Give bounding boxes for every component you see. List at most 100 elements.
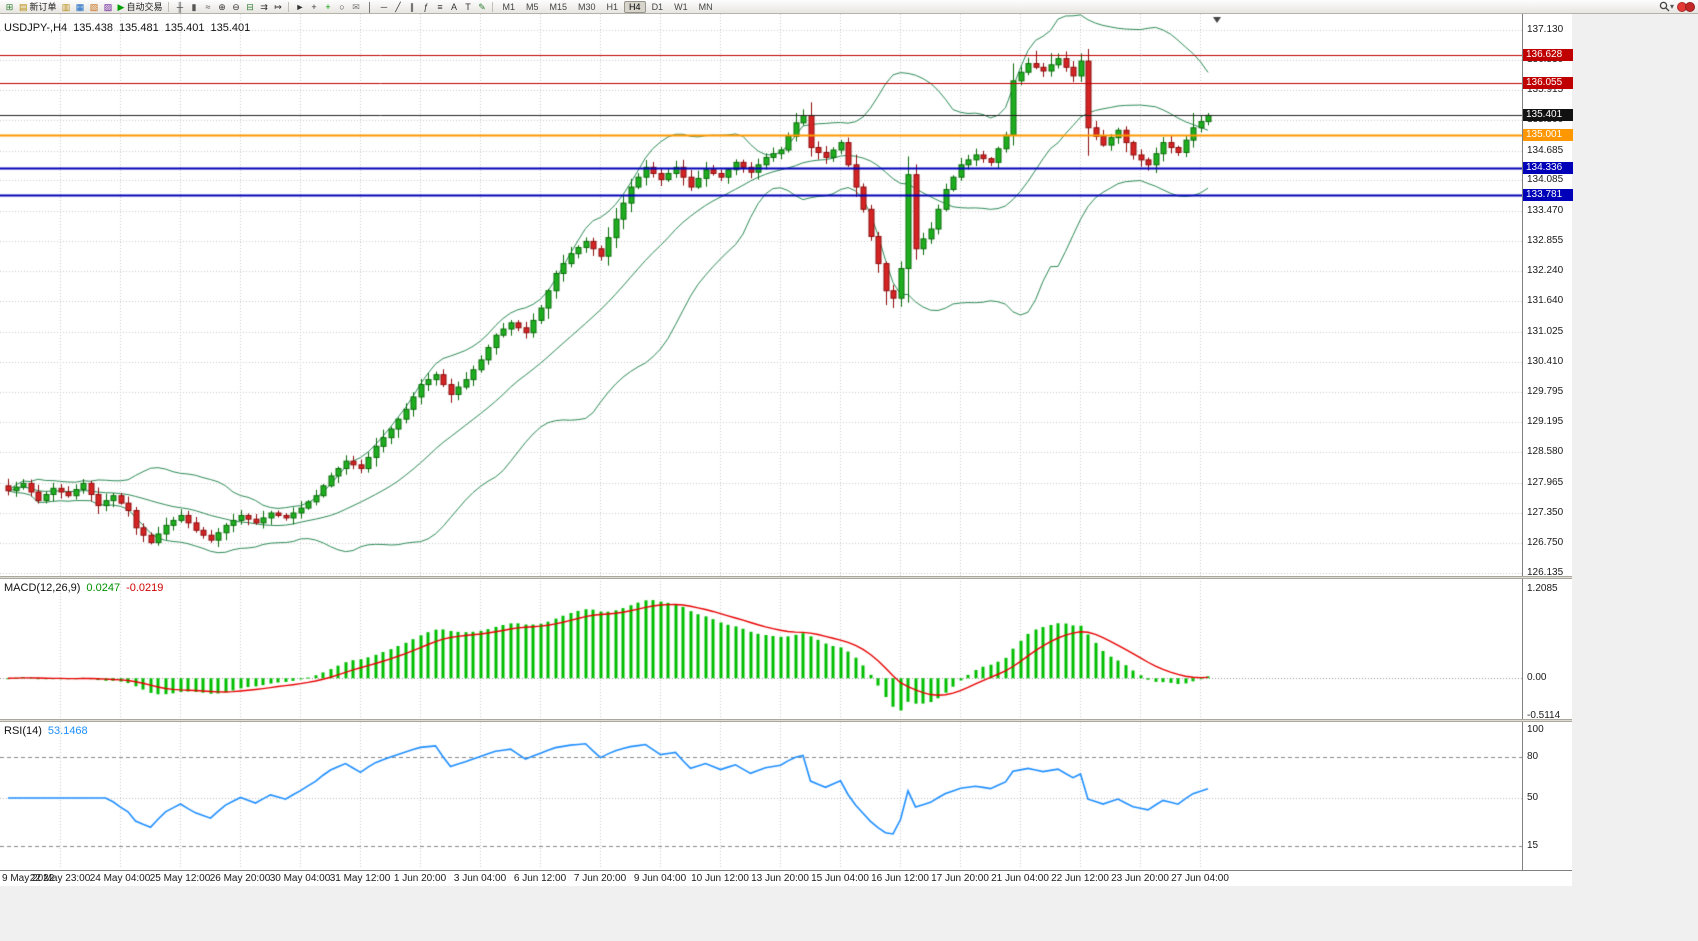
tile-windows-icon[interactable]: ⊟ xyxy=(243,1,256,13)
time-label: 15 Jun 04:00 xyxy=(811,873,869,884)
bar-chart-icon[interactable]: ╫ xyxy=(173,1,186,13)
cursor-icon[interactable]: ► xyxy=(293,1,306,13)
rsi-scale-label: 80 xyxy=(1527,751,1539,763)
panel-splitter-macd[interactable] xyxy=(0,576,1572,579)
new-order-button[interactable]: ▤ 新订单 xyxy=(17,1,59,13)
timeframe-m30[interactable]: M30 xyxy=(578,1,596,12)
timeframe-m15[interactable]: M15 xyxy=(549,1,568,12)
price-tag: 134.336 xyxy=(1523,161,1573,174)
time-axis[interactable]: 9 May 2022 22 May 23:00 24 May 04:00 25 May… xyxy=(0,870,1572,886)
time-label: 26 May 20:00 xyxy=(209,873,271,884)
cursor-icon: ► xyxy=(295,1,305,12)
time-label: 22 Jun 12:00 xyxy=(1051,873,1109,884)
price-tag: 135.401 xyxy=(1523,109,1573,122)
zoom-in-icon[interactable]: ⊕ xyxy=(215,1,228,13)
text-icon[interactable]: A xyxy=(447,1,460,13)
clock-icon[interactable]: ○ xyxy=(335,1,348,13)
price-label: 133.470 xyxy=(1527,204,1564,216)
price-label: 137.130 xyxy=(1527,24,1564,35)
vertical-line-icon: │ xyxy=(367,1,373,12)
navigator-icon: ▧ xyxy=(89,1,99,12)
autotrading-button[interactable]: ▶ 自动交易 xyxy=(116,1,165,13)
navigator-icon[interactable]: ▧ xyxy=(88,1,101,13)
label-icon[interactable]: T xyxy=(461,1,474,13)
chart-shift-icon: ↦ xyxy=(274,1,282,12)
price-chart-canvas[interactable] xyxy=(0,14,1522,870)
time-label: 10 Jun 12:00 xyxy=(691,873,749,884)
channel-icon[interactable]: ∥ xyxy=(405,1,418,13)
market-watch-icon[interactable]: ▥ xyxy=(60,1,73,13)
new-indicator-icon[interactable]: + xyxy=(321,1,334,13)
crosshair-icon[interactable]: + xyxy=(307,1,320,13)
price-label: 126.750 xyxy=(1527,536,1564,548)
toolbar-separator xyxy=(492,1,494,12)
alerts-icon[interactable] xyxy=(1685,1,1695,12)
channel-icon: ∥ xyxy=(409,1,415,12)
price-axis[interactable]: 137.130136.530135.915135.300134.685134.0… xyxy=(1522,14,1573,870)
vertical-line-icon[interactable]: │ xyxy=(363,1,376,13)
timeframe-h4[interactable]: H4 xyxy=(624,0,646,13)
zoom-out-icon[interactable]: ⊖ xyxy=(229,1,242,13)
tile-windows-icon: ⊟ xyxy=(246,1,254,12)
price-tag: 133.781 xyxy=(1523,189,1573,202)
label-icon: T xyxy=(465,1,471,12)
mail-icon[interactable]: ✉ xyxy=(349,1,362,13)
time-label: 27 Jun 04:00 xyxy=(1171,873,1229,884)
time-label: 30 May 04:00 xyxy=(269,873,331,884)
price-label: 131.640 xyxy=(1527,295,1564,307)
fibonacci-icon: ƒ xyxy=(423,1,429,12)
cycles-icon[interactable]: ≡ xyxy=(433,1,446,13)
data-window-icon: ▦ xyxy=(75,1,85,12)
new-order-button-icon: ▤ xyxy=(19,1,28,12)
panel-splitter-rsi[interactable] xyxy=(0,719,1572,722)
time-label: 13 Jun 20:00 xyxy=(751,873,809,884)
macd-scale-label: 1.2085 xyxy=(1527,583,1558,594)
macd-scale-label: 0.00 xyxy=(1527,672,1547,684)
timeframe-w1[interactable]: W1 xyxy=(674,1,688,12)
toolbar: ⊞ ▤ 新订单 ▥ ▦ ▧ ▨ ▶ 自动交易 ╫ ▮ ≈ ⊕ ⊖ ⊟ ⇉ ↦ ► + + ○ ✉ │ ─ ╱ ∥ ƒ ≡ A T ✎ M1 M5… xyxy=(0,0,1698,14)
price-label: 131.025 xyxy=(1527,325,1564,337)
candlestick-icon[interactable]: ▮ xyxy=(187,1,200,13)
price-label: 127.350 xyxy=(1527,506,1564,518)
line-chart-icon[interactable]: ≈ xyxy=(201,1,214,13)
terminal-icon[interactable]: ▨ xyxy=(102,1,115,13)
time-label: 23 Jun 20:00 xyxy=(1111,873,1169,884)
fibonacci-icon[interactable]: ƒ xyxy=(419,1,432,13)
price-tag: 136.628 xyxy=(1523,48,1573,61)
arrows-icon[interactable]: ✎ xyxy=(475,1,488,13)
price-tag: 136.055 xyxy=(1523,77,1573,90)
chart-window: USDJPY-,H4 135.438 135.481 135.401 135.4… xyxy=(0,14,1573,886)
time-label: 9 Jun 04:00 xyxy=(633,873,687,884)
price-label: 130.410 xyxy=(1527,355,1564,367)
autotrading-button-label: 自动交易 xyxy=(126,1,163,12)
data-window-icon[interactable]: ▦ xyxy=(74,1,87,13)
time-label: 1 Jun 20:00 xyxy=(393,873,447,884)
timeframe-d1[interactable]: D1 xyxy=(651,1,664,12)
search-icon[interactable]: ▾ xyxy=(1657,1,1676,13)
arrows-icon: ✎ xyxy=(478,1,486,12)
timeframe-m5[interactable]: M5 xyxy=(525,1,539,12)
text-icon: A xyxy=(450,1,457,12)
market-watch-icon: ▥ xyxy=(61,1,71,12)
rsi-scale-label: 50 xyxy=(1527,792,1539,803)
horizontal-line-icon: ─ xyxy=(380,1,388,12)
terminal-icon: ▨ xyxy=(103,1,113,12)
time-label: 7 Jun 20:00 xyxy=(573,873,627,884)
window-right-area xyxy=(1572,14,1698,941)
timeframe-m1[interactable]: M1 xyxy=(502,1,515,12)
auto-scroll-icon[interactable]: ⇉ xyxy=(257,1,270,13)
horizontal-line-icon[interactable]: ─ xyxy=(377,1,390,13)
cycles-icon: ≡ xyxy=(437,1,443,12)
crosshair-icon: + xyxy=(311,1,317,12)
bar-chart-icon: ╫ xyxy=(176,1,184,12)
timeframe-h1[interactable]: H1 xyxy=(606,1,619,12)
clock-icon: ○ xyxy=(339,1,345,12)
new-indicator-icon: + xyxy=(325,1,331,12)
chart-shift-icon[interactable]: ↦ xyxy=(271,1,284,13)
price-label: 134.685 xyxy=(1527,144,1564,156)
trendline-icon[interactable]: ╱ xyxy=(391,1,404,13)
window-bottom-area xyxy=(0,886,1572,941)
timeframe-mn[interactable]: MN xyxy=(698,1,713,12)
macd-scale-label: -0.5114 xyxy=(1527,710,1561,721)
new-chart-icon[interactable]: ⊞ xyxy=(3,1,16,13)
